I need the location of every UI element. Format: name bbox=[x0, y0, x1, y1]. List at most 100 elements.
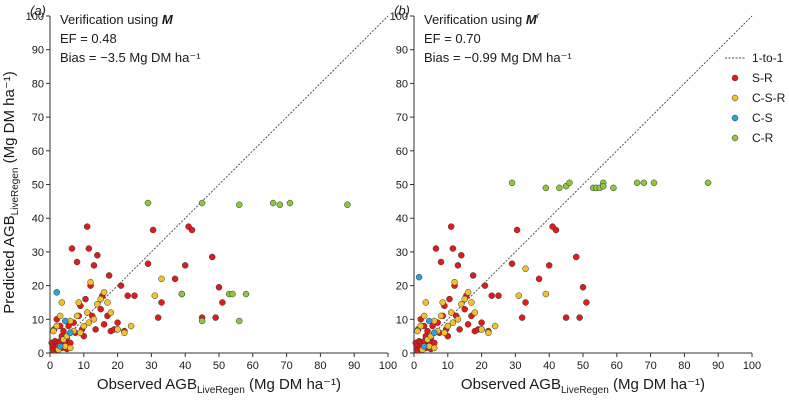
point-s-r bbox=[576, 314, 583, 321]
point-s-r bbox=[124, 292, 131, 299]
point-s-r bbox=[83, 223, 91, 230]
y-tick-label: 40 bbox=[396, 213, 408, 225]
point-c-s-r bbox=[107, 309, 115, 316]
point-s-r bbox=[97, 305, 104, 313]
point-c-r bbox=[704, 179, 712, 187]
point-c-s-r bbox=[80, 322, 88, 330]
point-c-s-r bbox=[85, 319, 93, 326]
point-s-r bbox=[73, 258, 81, 266]
point-c-s-r bbox=[491, 322, 499, 330]
point-c-s-r bbox=[53, 322, 61, 330]
point-s-r bbox=[562, 314, 570, 321]
y-tick-label: 90 bbox=[32, 45, 44, 57]
annotation-title: Verification using M bbox=[60, 12, 174, 27]
x-tick-label: 30 bbox=[145, 360, 157, 372]
y-tick-label: 80 bbox=[396, 78, 408, 90]
point-s-r bbox=[117, 282, 125, 289]
point-s-r bbox=[212, 314, 219, 321]
annotation-title-sup: r bbox=[537, 11, 540, 20]
point-s-r bbox=[114, 319, 121, 326]
point-c-r bbox=[640, 179, 648, 187]
legend: 1-to-1 S-R C-S-R C-S C-R bbox=[725, 51, 786, 145]
point-s-r bbox=[446, 295, 453, 303]
point-c-s bbox=[420, 343, 428, 350]
point-s-r bbox=[92, 326, 99, 333]
x-tick-label: 0 bbox=[47, 360, 53, 372]
point-c-r bbox=[236, 317, 243, 325]
y-tick-label: 30 bbox=[396, 247, 408, 259]
point-c-s-r bbox=[471, 309, 479, 316]
point-c-s-r bbox=[439, 299, 446, 306]
point-c-s-r bbox=[422, 299, 430, 306]
x-tick-label: 40 bbox=[543, 360, 555, 372]
point-s-r bbox=[461, 305, 468, 313]
point-c-s-r bbox=[420, 312, 428, 320]
point-c-s-r bbox=[58, 299, 66, 306]
point-c-s bbox=[61, 317, 69, 325]
point-c-r bbox=[236, 201, 243, 208]
point-c-r bbox=[508, 179, 516, 187]
point-s-r bbox=[219, 299, 226, 306]
point-c-s-r bbox=[417, 322, 425, 330]
series-c-s-r bbox=[50, 275, 186, 353]
point-s-r bbox=[535, 275, 543, 283]
point-s-r bbox=[181, 262, 189, 269]
point-s-r bbox=[583, 299, 590, 306]
point-c-r bbox=[242, 290, 250, 298]
y-tick-label: 20 bbox=[396, 281, 408, 293]
point-s-r bbox=[437, 258, 445, 266]
point-c-s-r bbox=[151, 292, 159, 299]
x-axis-label-main: Observed AGB bbox=[461, 376, 561, 393]
point-s-r bbox=[513, 226, 521, 234]
legend-swatch-s-r bbox=[731, 74, 739, 82]
point-c-r bbox=[198, 317, 206, 325]
annotation-ef: EF = 0.70 bbox=[424, 31, 481, 46]
y-tick-label: 50 bbox=[32, 180, 44, 192]
x-tick-label: 10 bbox=[442, 360, 454, 372]
point-c-r bbox=[276, 201, 284, 208]
panel-a: 0 10 20 30 40 50 60 70 80 90 100 0 10 20 30 40 50 60 70 80 9… bbox=[1, 3, 397, 396]
point-c-s-r bbox=[87, 278, 94, 286]
point-s-r bbox=[447, 223, 455, 230]
point-c-s-r bbox=[100, 289, 108, 296]
point-c-r bbox=[633, 179, 641, 187]
annotation-bias: Bias = −3.5 Mg DM ha⁻¹ bbox=[60, 50, 201, 65]
point-s-r bbox=[579, 284, 587, 291]
y-tick-label: 100 bbox=[26, 11, 44, 23]
x-tick-label: 40 bbox=[179, 360, 191, 372]
point-c-s bbox=[425, 317, 433, 325]
panel-label-text: (a) bbox=[30, 3, 46, 18]
x-axis-label-sub: LiveRegen bbox=[197, 385, 245, 396]
y-tick-label: 100 bbox=[390, 11, 408, 23]
x-tick-label: 60 bbox=[247, 360, 259, 372]
x-axis-label-sub: LiveRegen bbox=[561, 385, 609, 396]
point-s-r bbox=[144, 260, 152, 267]
point-s-r bbox=[424, 327, 431, 335]
point-s-r bbox=[432, 245, 440, 252]
point-s-r bbox=[454, 262, 462, 269]
y-tick-label: 20 bbox=[32, 281, 44, 293]
x-tick-label: 70 bbox=[644, 360, 656, 372]
point-s-r bbox=[464, 321, 472, 328]
point-s-r bbox=[552, 226, 560, 234]
point-c-s-r bbox=[94, 300, 101, 308]
annotation-bias: Bias = −0.99 Mg DM ha⁻¹ bbox=[424, 50, 572, 65]
point-c-s-r bbox=[56, 312, 64, 320]
point-c-s-r bbox=[458, 300, 465, 308]
x-axis-label: Observed AGBLiveRegen (Mg DM ha⁻¹) bbox=[97, 376, 341, 396]
point-c-s-r bbox=[485, 329, 492, 337]
x-tick-label: 20 bbox=[475, 360, 487, 372]
x-tick-label: 100 bbox=[743, 360, 761, 372]
series-c-r bbox=[508, 179, 712, 192]
point-c-r bbox=[610, 184, 617, 192]
y-tick-label: 70 bbox=[32, 112, 44, 124]
point-s-r bbox=[188, 226, 196, 234]
point-s-r bbox=[478, 319, 485, 326]
y-tick-label: 0 bbox=[38, 348, 44, 360]
point-s-r bbox=[518, 314, 526, 321]
x-axis-label: Observed AGBLiveRegen (Mg DM ha⁻¹) bbox=[461, 376, 705, 396]
x-tick-label: 60 bbox=[611, 360, 623, 372]
legend-swatch-c-s-r bbox=[731, 94, 739, 102]
annotation-title-prefix: Verification using bbox=[60, 12, 162, 27]
